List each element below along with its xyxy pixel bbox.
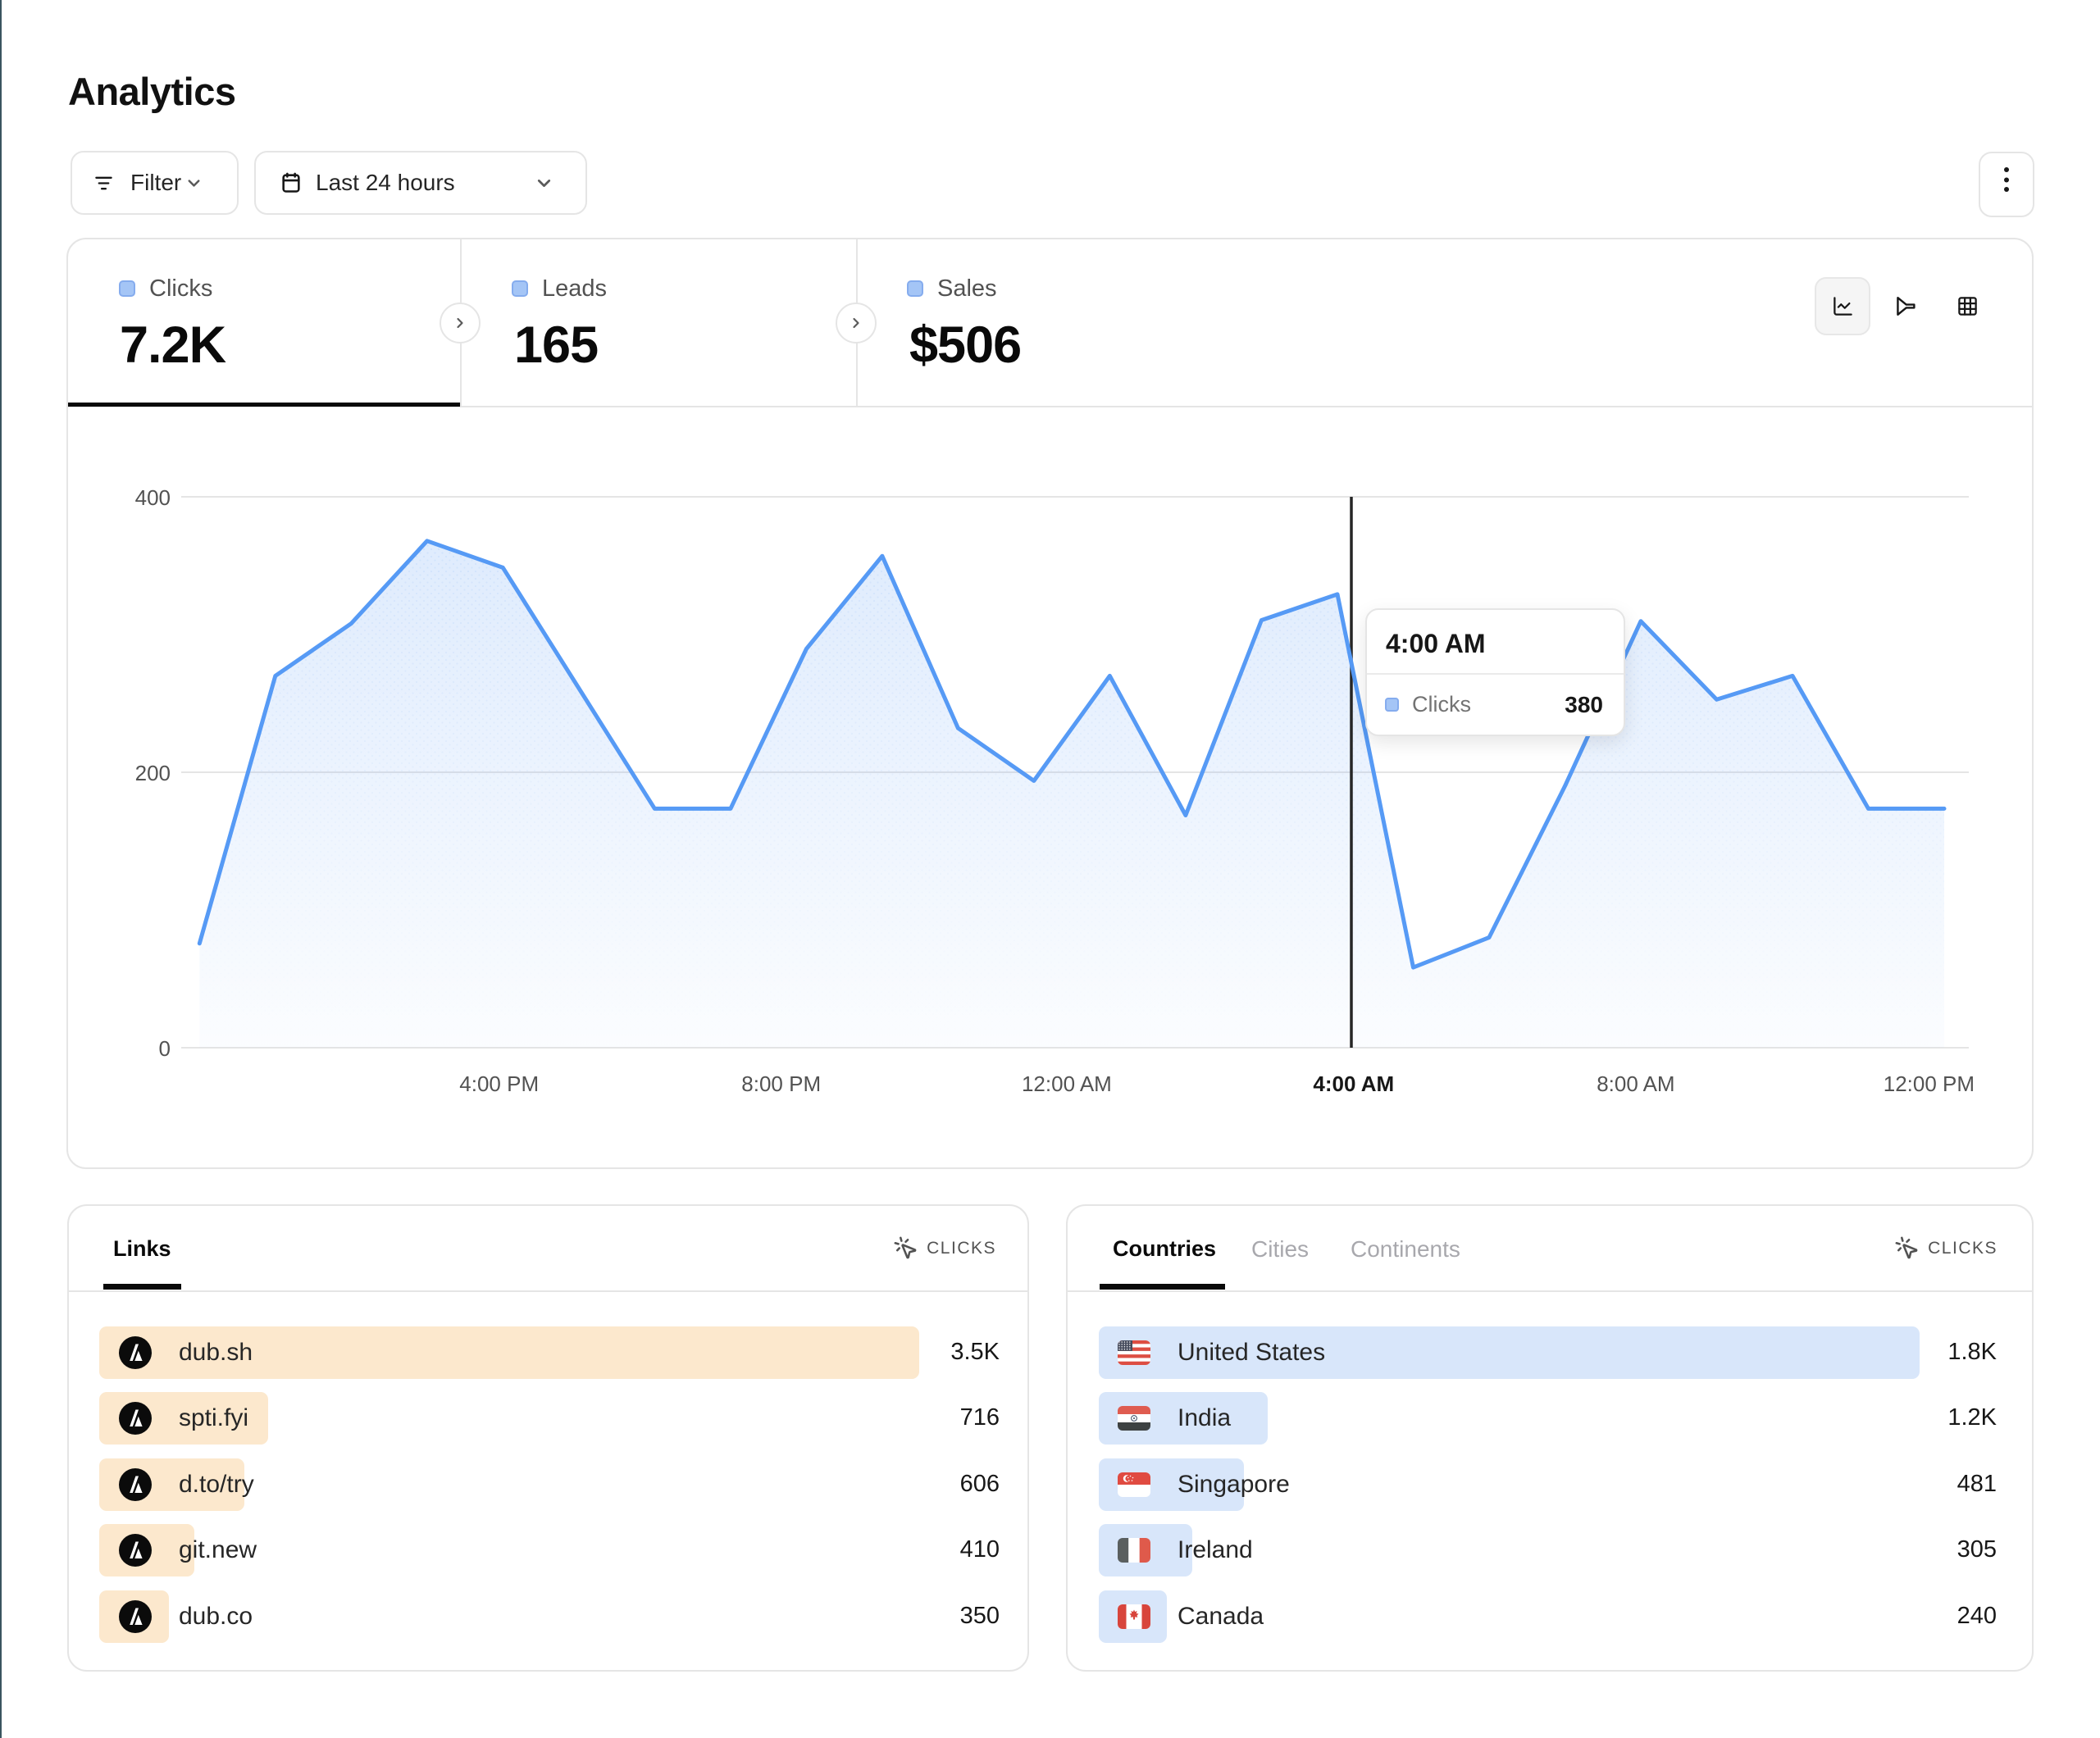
svg-text:0: 0 [159,1036,171,1061]
svg-text:8:00 AM: 8:00 AM [1597,1071,1674,1096]
svg-text:12:00 PM: 12:00 PM [1884,1071,1975,1096]
svg-text:12:00 AM: 12:00 AM [1022,1071,1112,1096]
svg-text:4:00 AM: 4:00 AM [1313,1071,1394,1096]
svg-text:4:00 PM: 4:00 PM [459,1071,539,1096]
svg-text:400: 400 [135,485,171,510]
svg-text:200: 200 [135,761,171,785]
svg-text:8:00 PM: 8:00 PM [741,1071,821,1096]
